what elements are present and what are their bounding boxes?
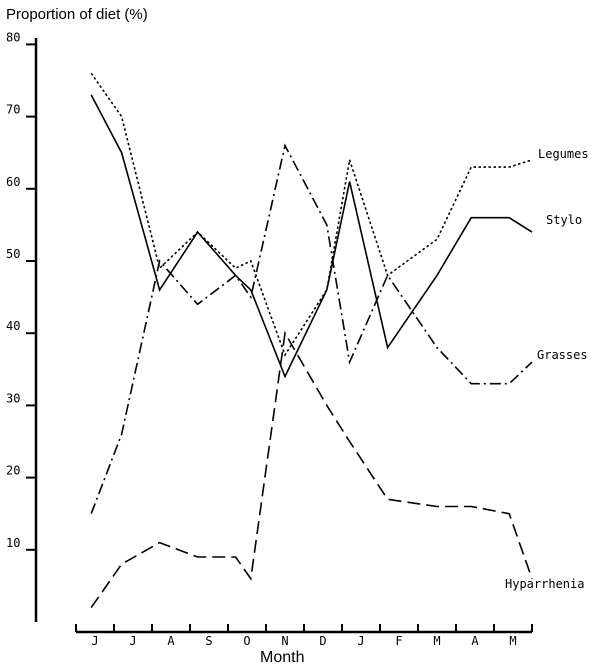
y-axis-ticks: 10 20 30 40 50 60 70 80 [6, 30, 36, 551]
y-tick-label: 10 [6, 536, 20, 550]
y-tick-label: 50 [6, 247, 20, 261]
series-line-hyparrhenia [90, 330, 533, 609]
series-label-stylo: Stylo [546, 213, 582, 227]
series-label-hyparrhenia: Hyparrhenia [505, 577, 584, 591]
x-tick-label: M [433, 634, 440, 648]
x-tick-label: F [395, 634, 402, 648]
series-label-grasses: Grasses [537, 348, 588, 362]
x-tick-label: J [357, 634, 364, 648]
series-line-stylo [90, 94, 533, 379]
x-tick-label: A [471, 634, 479, 648]
x-tick-label: S [205, 634, 212, 648]
x-tick-label: M [509, 634, 516, 648]
series-line-grasses [90, 143, 533, 514]
y-tick-label: 20 [6, 464, 20, 478]
y-tick-label: 70 [6, 103, 20, 117]
y-tick-label: 30 [6, 391, 20, 405]
series-line-legumes [90, 72, 533, 357]
y-tick-label: 80 [6, 30, 20, 44]
series-lines [90, 72, 533, 609]
series-labels: Legumes Stylo Grasses Hyparrhenia [505, 147, 589, 591]
x-tick-label: D [319, 634, 326, 648]
y-axis-label: Proportion of diet (%) [6, 6, 148, 23]
y-tick-label: 60 [6, 175, 20, 189]
x-tick-label: N [281, 634, 288, 648]
x-tick-label: J [129, 634, 136, 648]
x-axis-label: Month [260, 649, 304, 666]
x-tick-label: O [243, 634, 250, 648]
x-tick-label: A [167, 634, 175, 648]
y-tick-label: 40 [6, 319, 20, 333]
x-tick-label: J [91, 634, 98, 648]
series-label-legumes: Legumes [538, 147, 589, 161]
